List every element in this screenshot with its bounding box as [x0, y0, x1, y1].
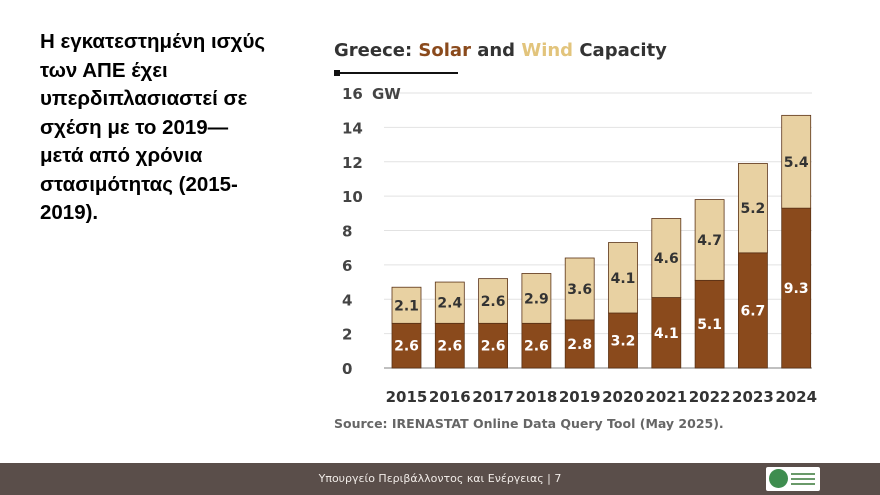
slide-heading: Η εγκατεστημένη ισχύς των ΑΠΕ έχει υπερδ…	[40, 30, 266, 224]
bar-value-label: 2.4	[437, 296, 462, 312]
x-tick-label: 2017	[472, 388, 514, 406]
bar-wind	[521, 273, 552, 324]
bar-value-label: 2.6	[437, 339, 462, 355]
chart-title-part: and	[471, 40, 521, 61]
bar-solar	[781, 207, 812, 369]
bar-value-label: 3.6	[567, 282, 592, 298]
bar-value-label: 4.1	[654, 326, 679, 342]
bar-value-label: 9.3	[784, 281, 809, 297]
bar-value-label: 4.1	[611, 271, 636, 287]
bar-wind	[694, 199, 725, 281]
bar-wind	[478, 278, 509, 324]
chart-title: Greece: Solar and Wind Capacity	[334, 40, 667, 61]
bar-value-label: 2.8	[567, 337, 592, 353]
bar-value-label: 2.6	[394, 339, 419, 355]
x-tick-label: 2016	[429, 388, 471, 406]
footer-bar: Υπουργείο Περιβάλλοντος και Ενέργειας | …	[0, 463, 880, 495]
bar-solar	[694, 279, 725, 369]
bar-value-label: 4.6	[654, 251, 679, 267]
y-tick-label: 16	[342, 85, 363, 103]
chart-title-part: Greece:	[334, 40, 418, 61]
y-tick-label: 12	[342, 154, 363, 172]
y-tick-label: 4	[342, 291, 352, 309]
bar-value-label: 3.2	[611, 334, 636, 350]
x-tick-label: 2024	[775, 388, 817, 406]
bar-wind	[564, 257, 595, 321]
y-tick-label: 10	[342, 188, 363, 206]
chart-title-part: Capacity	[573, 40, 667, 61]
x-tick-label: 2015	[386, 388, 428, 406]
bar-value-label: 5.4	[784, 155, 809, 171]
bar-wind	[391, 286, 422, 324]
x-tick-label: 2019	[559, 388, 601, 406]
bar-solar	[564, 319, 595, 369]
bar-solar	[737, 252, 768, 369]
y-tick-label: 14	[342, 119, 363, 137]
bar-value-label: 4.7	[697, 233, 722, 249]
bar-value-label: 5.1	[697, 317, 722, 333]
y-unit-label: GW	[372, 85, 401, 103]
bar-value-label: 2.6	[481, 294, 506, 310]
ministry-logo	[766, 467, 820, 491]
bar-value-label: 6.7	[740, 303, 765, 319]
capacity-chart: Greece: Solar and Wind Capacity 0 2 4 6 8 10 1…	[334, 40, 817, 406]
bar-wind	[781, 114, 812, 209]
y-tick-label: 0	[342, 360, 352, 378]
x-tick-label: 2018	[516, 388, 558, 406]
x-tick-label: 2021	[645, 388, 687, 406]
x-tick-label: 2020	[602, 388, 644, 406]
bar-wind	[434, 281, 465, 324]
title-underline	[334, 70, 458, 76]
bar-value-label: 2.6	[481, 339, 506, 355]
chart-source: Source: IRENASTAT Online Data Query Tool…	[334, 416, 724, 431]
bar-wind	[737, 163, 768, 254]
y-tick-label: 8	[342, 223, 352, 241]
logo-emblem-icon	[769, 469, 788, 488]
footer-text: Υπουργείο Περιβάλλοντος και Ενέργειας | …	[318, 472, 562, 485]
y-tick-label: 2	[342, 326, 352, 344]
bar-value-label: 2.9	[524, 291, 549, 307]
y-tick-label: 6	[342, 257, 352, 275]
bar-value-label: 2.1	[394, 298, 419, 314]
bar-wind	[608, 242, 638, 314]
x-tick-label: 2023	[732, 388, 774, 406]
chart-title-part: Wind	[521, 40, 573, 61]
x-tick-label: 2022	[689, 388, 731, 406]
bar-wind	[651, 218, 682, 298]
bar-value-label: 2.6	[524, 339, 549, 355]
chart-title-part: Solar	[418, 40, 471, 61]
bar-value-label: 5.2	[740, 201, 765, 217]
